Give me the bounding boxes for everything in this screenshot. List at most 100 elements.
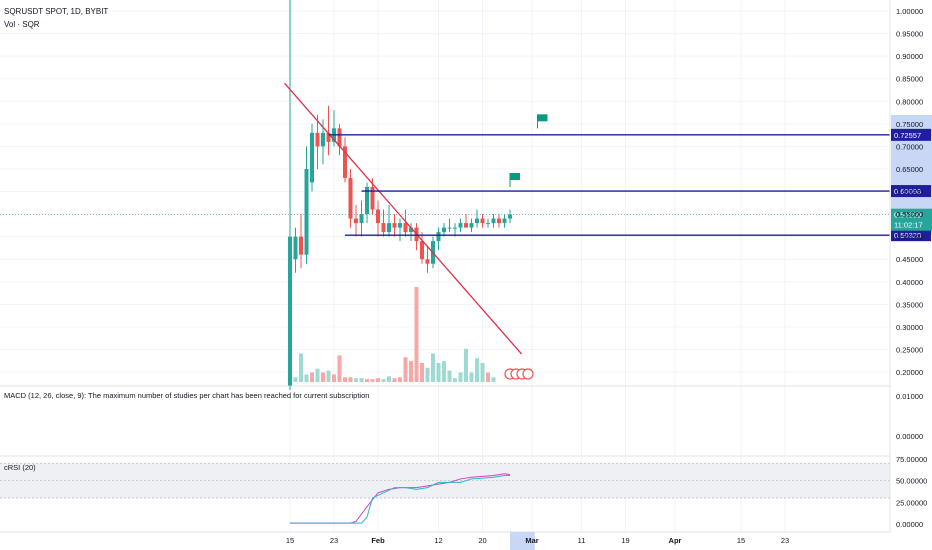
volume-bar [365, 379, 369, 382]
price-tick: 1.00000 [896, 7, 923, 16]
last-price-label: 0.54859 [894, 211, 921, 220]
candle[interactable] [486, 223, 490, 225]
candle[interactable] [469, 223, 474, 228]
candle[interactable] [387, 223, 391, 233]
candle[interactable] [398, 223, 402, 228]
candle[interactable] [359, 214, 364, 224]
price-tick: 0.80000 [896, 97, 923, 106]
level-badge-label: 0.60098 [894, 187, 921, 196]
price-tick: 0.65000 [896, 165, 923, 174]
price-tick: 0.70000 [896, 142, 923, 151]
candle[interactable] [299, 236, 303, 255]
volume-bar [414, 287, 419, 382]
last-price-badge [891, 208, 932, 231]
price-tick: 0.20000 [896, 368, 923, 377]
volume-bar [409, 361, 413, 382]
price-tick: 0.30000 [896, 323, 923, 332]
candle[interactable] [442, 227, 446, 233]
volume-bar [348, 377, 353, 382]
candle[interactable] [453, 227, 457, 229]
drawings[interactable] [0, 82, 890, 380]
candle[interactable] [304, 168, 309, 255]
price-tick: 0.40000 [896, 278, 923, 287]
candle[interactable] [315, 132, 320, 147]
candle[interactable] [288, 236, 292, 386]
volume-bar [431, 353, 435, 382]
candle[interactable] [436, 232, 441, 242]
candle[interactable] [348, 177, 353, 219]
level-badge-label: 0.50320 [894, 231, 921, 240]
price-tick: 0.75000 [896, 120, 923, 129]
candle[interactable] [326, 132, 331, 142]
volume-bar [310, 372, 314, 382]
macd-tick: 0.01000 [896, 392, 923, 401]
volume-bar [381, 379, 386, 382]
level-badge-label: 0.72557 [894, 131, 921, 140]
volume-bar [420, 363, 424, 382]
candle[interactable] [293, 236, 298, 260]
volume-bar [343, 377, 347, 382]
candle[interactable] [475, 218, 479, 224]
crsi-tick: 75.00000 [896, 455, 927, 464]
flag-icon[interactable] [537, 114, 548, 122]
candle[interactable] [403, 223, 408, 233]
time-tick: 23 [330, 536, 338, 545]
volume-bar [453, 378, 457, 382]
volume-bar [458, 372, 463, 382]
candle[interactable] [420, 241, 424, 260]
price-tick: 0.90000 [896, 52, 923, 61]
volume-bar [293, 377, 298, 382]
candle[interactable] [381, 223, 386, 233]
candle[interactable] [310, 132, 314, 183]
candle[interactable] [447, 227, 452, 229]
candle[interactable] [354, 218, 358, 224]
time-tick: 19 [621, 536, 629, 545]
candle[interactable] [425, 259, 430, 264]
candlesticks[interactable] [288, 0, 512, 391]
price-tick: 0.60000 [896, 188, 923, 197]
volume-bar [299, 353, 303, 382]
pane-labels: SQRUSDT SPOT, 1D, BYBIT Vol · SQR MACD (… [4, 7, 369, 472]
trendline[interactable] [284, 82, 522, 355]
candle[interactable] [502, 218, 507, 224]
candle[interactable] [464, 223, 468, 228]
volume-bar [337, 355, 342, 382]
candle[interactable] [497, 218, 501, 224]
candle[interactable] [343, 146, 347, 178]
candle[interactable] [370, 186, 375, 210]
volume-bar [387, 376, 391, 382]
candle[interactable] [491, 218, 496, 224]
volume-bar [447, 370, 452, 382]
price-tick: 0.85000 [896, 75, 923, 84]
candle[interactable] [480, 218, 485, 224]
price-tick: 0.55000 [896, 210, 923, 219]
volume-bar [392, 378, 397, 382]
candle[interactable] [337, 128, 342, 147]
price-tick: 0.45000 [896, 255, 923, 264]
candle[interactable] [392, 223, 397, 228]
candle[interactable] [458, 223, 463, 228]
crsi-tick: 50.00000 [896, 477, 927, 486]
candle[interactable] [365, 186, 369, 215]
crsi-pane[interactable] [0, 462, 890, 524]
symbol-title: SQRUSDT SPOT, 1D, BYBIT [4, 7, 108, 16]
volume-bar [376, 378, 380, 382]
candle[interactable] [321, 132, 325, 147]
axis-background [890, 0, 932, 550]
volume-bar [491, 377, 496, 382]
crsi-signal-line[interactable] [290, 474, 510, 524]
candle[interactable] [409, 227, 413, 233]
volume-bar [464, 348, 468, 382]
candle[interactable] [376, 209, 380, 224]
level-badge [891, 229, 931, 242]
crsi-line[interactable] [290, 473, 511, 524]
time-axis[interactable]: 15 23 Feb 12 20 Mar 11 19 Apr 15 23 [286, 532, 789, 550]
flag-icon[interactable] [510, 172, 520, 180]
volume-bar [436, 363, 441, 382]
time-tick: 12 [434, 536, 442, 545]
crsi-tick: 25.00000 [896, 498, 927, 507]
candle[interactable] [508, 214, 512, 219]
event-marker-icon[interactable] [522, 368, 534, 380]
